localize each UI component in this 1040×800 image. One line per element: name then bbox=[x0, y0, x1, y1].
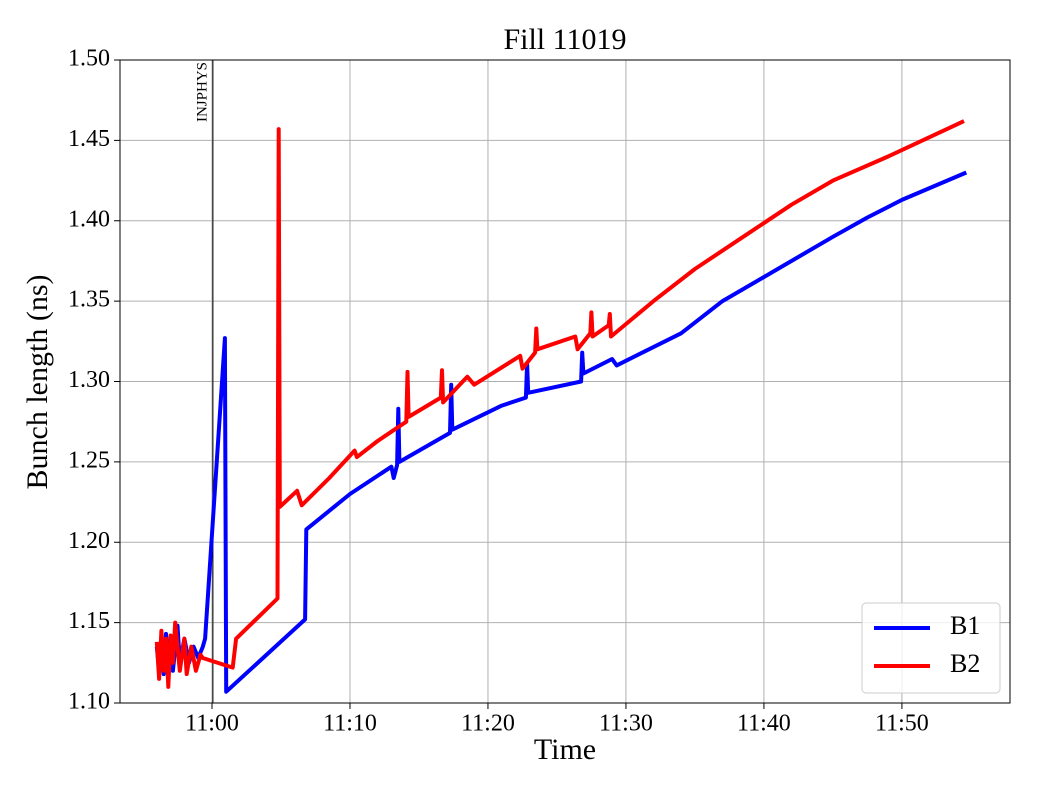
y-tick-label: 1.15 bbox=[68, 608, 110, 634]
x-tick-label: 11:10 bbox=[323, 711, 377, 737]
y-tick-label: 1.10 bbox=[68, 689, 110, 715]
y-tick-label: 1.30 bbox=[68, 367, 110, 393]
x-tick-label: 11:30 bbox=[599, 711, 653, 737]
series-line bbox=[154, 119, 965, 689]
x-tick-label: 11:50 bbox=[875, 711, 929, 737]
y-tick-label: 1.20 bbox=[68, 528, 110, 554]
x-axis-label: Time bbox=[534, 733, 596, 766]
plot-frame bbox=[119, 59, 1011, 704]
legend-label: B2 bbox=[950, 649, 980, 678]
x-tick-label: 11:00 bbox=[185, 711, 239, 737]
x-tick-label: 11:20 bbox=[461, 711, 515, 737]
y-tick-label: 1.50 bbox=[68, 46, 110, 72]
legend-box bbox=[861, 602, 1001, 694]
y-tick-label: 1.40 bbox=[68, 206, 110, 232]
chart-title: Fill 11019 bbox=[503, 23, 626, 56]
y-axis-label: Bunch length (ns) bbox=[21, 275, 54, 490]
x-tick-label: 11:40 bbox=[737, 711, 791, 737]
y-tick-label: 1.25 bbox=[68, 447, 110, 473]
y-tick-label: 1.35 bbox=[68, 287, 110, 313]
annotation-text: INJPHYS bbox=[194, 62, 210, 122]
legend-label: B1 bbox=[950, 611, 980, 640]
y-tick-label: 1.45 bbox=[68, 126, 110, 152]
